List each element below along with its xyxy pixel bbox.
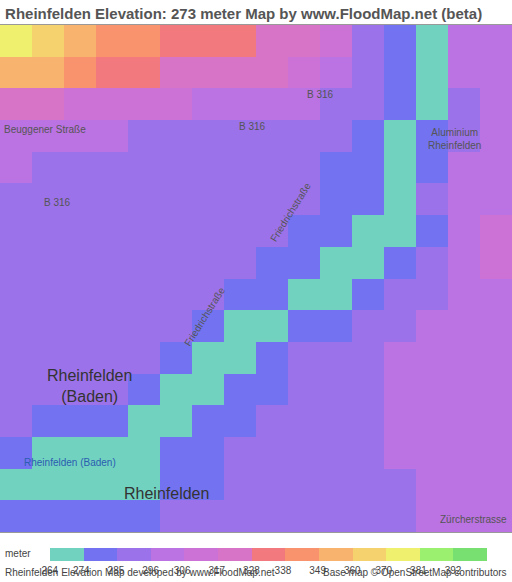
svg-text:370: 370 — [375, 565, 392, 576]
svg-text:Zürcherstrasse: Zürcherstrasse — [440, 514, 507, 525]
svg-text:349: 349 — [309, 565, 326, 576]
svg-text:Rheinfelden Elevation Map deve: Rheinfelden Elevation Map developed by w… — [5, 567, 275, 578]
svg-text:306: 306 — [174, 565, 191, 576]
svg-text:285: 285 — [108, 565, 125, 576]
svg-text:Friedrichstraße: Friedrichstraße — [182, 285, 227, 348]
svg-text:AluminiumRheinfelden: AluminiumRheinfelden — [428, 127, 481, 151]
svg-text:B 316: B 316 — [307, 89, 334, 100]
svg-text:381: 381 — [410, 565, 427, 576]
svg-text:Rheinfelden Elevation: 273 met: Rheinfelden Elevation: 273 meter Map by … — [5, 5, 482, 22]
svg-text:Base map © OpenStreetMap contr: Base map © OpenStreetMap contributors — [323, 567, 507, 578]
svg-text:Beuggener Straße: Beuggener Straße — [4, 124, 86, 135]
svg-text:317: 317 — [208, 565, 225, 576]
svg-text:274: 274 — [73, 565, 90, 576]
svg-text:392: 392 — [445, 565, 462, 576]
svg-text:338: 338 — [275, 565, 292, 576]
svg-text:B 316: B 316 — [44, 197, 71, 208]
svg-text:360: 360 — [344, 565, 361, 576]
svg-text:296: 296 — [142, 565, 159, 576]
svg-text:meter: meter — [5, 548, 31, 559]
svg-text:Rheinfelden(Baden): Rheinfelden(Baden) — [47, 367, 132, 405]
svg-text:B 316: B 316 — [239, 121, 266, 132]
svg-text:Rheinfelden: Rheinfelden — [124, 485, 209, 502]
svg-text:328: 328 — [243, 565, 260, 576]
svg-text:Friedrichstraße: Friedrichstraße — [268, 180, 313, 243]
svg-text:264: 264 — [41, 565, 58, 576]
svg-text:Rheinfelden (Baden): Rheinfelden (Baden) — [24, 457, 116, 468]
